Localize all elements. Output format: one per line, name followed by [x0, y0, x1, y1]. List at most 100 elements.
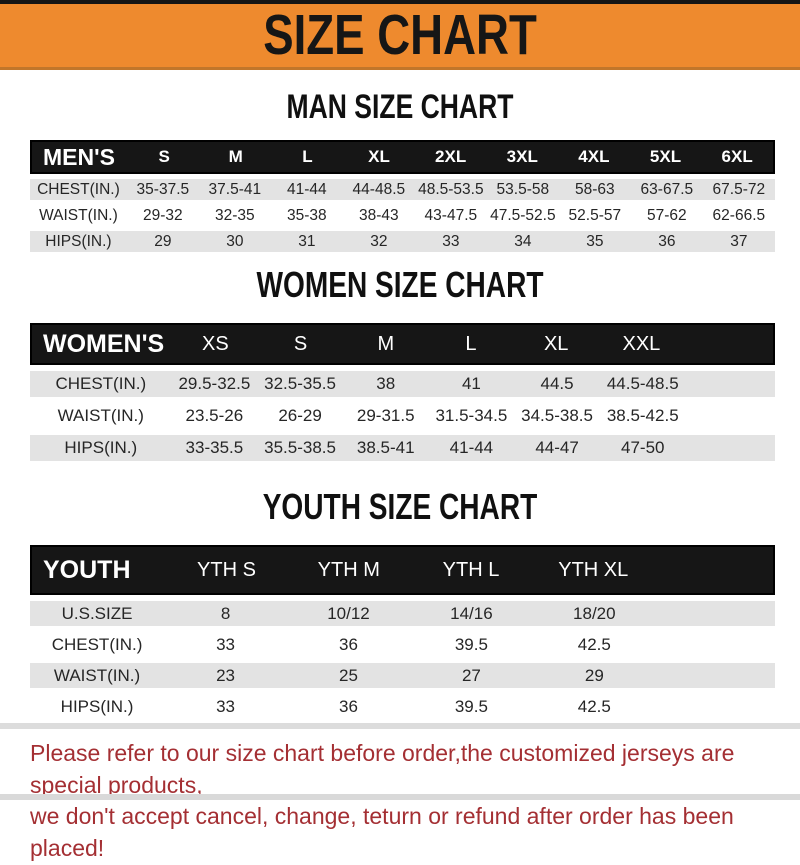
cell-value: 29-32 — [143, 206, 183, 224]
cell-value: 36 — [339, 696, 358, 716]
cell-value: 58-63 — [575, 180, 615, 198]
column-header: S — [293, 332, 308, 355]
cell-value: 25 — [339, 665, 358, 685]
women-section-heading: WOMEN SIZE CHART — [256, 264, 544, 305]
column-header: XL — [543, 332, 569, 355]
table-row: HIPS(IN.) 29 30 31 32 33 34 35 36 37 — [30, 231, 775, 252]
table-row: CHEST(IN.) 33 36 39.5 42.5 — [30, 632, 775, 657]
cell-value: 18/20 — [573, 603, 616, 623]
banner-title: SIZE CHART — [263, 3, 537, 67]
row-label: WAIST(IN.) — [53, 665, 141, 685]
table-row: HIPS(IN.) 33-35.5 35.5-38.5 38.5-41 41-44 44-… — [30, 435, 775, 461]
cell-value: 35.5-38.5 — [264, 438, 336, 457]
column-header: YTH M — [317, 558, 380, 581]
cell-value: 36 — [339, 634, 358, 654]
men-section-heading: MAN SIZE CHART — [286, 88, 514, 126]
table-row: U.S.SIZE 8 10/12 14/16 18/20 — [30, 601, 775, 626]
cell-value: 14/16 — [450, 603, 493, 623]
cell-value: 38.5-41 — [356, 438, 415, 457]
column-header: 6XL — [721, 147, 753, 166]
table-header-label: WOMEN'S — [43, 329, 165, 358]
row-label: CHEST(IN.) — [55, 374, 147, 393]
column-header: M — [228, 147, 243, 166]
table-row: WAIST(IN.) 29-32 32-35 35-38 38-43 43-47.5 47.… — [30, 205, 775, 226]
column-header: 5XL — [649, 147, 682, 166]
cell-value: 33-35.5 — [185, 438, 244, 457]
section-men: MAN SIZE CHART MEN'S S M L XL 2XL 3XL 4XL 5XL 6XL… — [0, 88, 800, 252]
table-row: CHEST(IN.) 29.5-32.5 32.5-35.5 38 41 44.5 44.5… — [30, 371, 775, 397]
row-label: U.S.SIZE — [61, 603, 133, 623]
column-header: YTH S — [197, 558, 256, 581]
section-women: WOMEN SIZE CHART WOMEN'S XS S M L XL XXL CHEST(… — [0, 264, 800, 461]
table-row: CHEST(IN.) 35-37.5 37.5-41 41-44 44-48.5 48.5… — [30, 179, 775, 200]
column-header: XS — [202, 332, 229, 355]
cell-value: 10/12 — [327, 603, 370, 623]
note-line-2: we don't accept cancel, change, teturn o… — [30, 803, 734, 862]
row-label: WAIST(IN.) — [39, 206, 118, 224]
bottom-edge-strip — [0, 794, 800, 800]
cell-value: 42.5 — [577, 696, 611, 716]
cell-value: 39.5 — [454, 634, 488, 654]
cell-value: 38-43 — [359, 206, 399, 224]
table-row: WAIST(IN.) 23.5-26 26-29 29-31.5 31.5-34.5 34… — [30, 403, 775, 429]
cell-value: 43-47.5 — [424, 206, 478, 224]
cell-value: 29 — [154, 232, 172, 250]
column-header: YTH L — [442, 558, 500, 581]
column-header: L — [302, 147, 313, 166]
column-header: 4XL — [578, 147, 610, 166]
cell-value: 44-48.5 — [352, 180, 406, 198]
men-size-table: MEN'S S M L XL 2XL 3XL 4XL 5XL 6XL CHEST(IN.) 35-37… — [30, 140, 775, 252]
cell-value: 29 — [584, 665, 604, 685]
cell-value: 41-44 — [449, 438, 494, 457]
row-label: HIPS(IN.) — [60, 696, 134, 716]
cell-value: 47-50 — [621, 438, 665, 457]
cell-value: 26-29 — [278, 406, 322, 425]
column-header: YTH XL — [558, 558, 629, 581]
cell-value: 62-66.5 — [712, 206, 766, 224]
cell-value: 38 — [376, 374, 396, 393]
table-row: WAIST(IN.) 23 25 27 29 — [30, 663, 775, 688]
row-label: CHEST(IN.) — [37, 180, 120, 198]
column-header: 2XL — [435, 147, 467, 166]
column-header: S — [158, 147, 170, 166]
column-header: XL — [368, 147, 390, 166]
cell-value: 33 — [216, 634, 236, 654]
cell-value: 47.5-52.5 — [490, 206, 556, 224]
cell-value: 41 — [461, 374, 481, 393]
cell-value: 67.5-72 — [712, 180, 766, 198]
cell-value: 29.5-32.5 — [178, 374, 251, 393]
cell-value: 52.5-57 — [568, 206, 622, 224]
cell-value: 57-62 — [647, 206, 687, 224]
row-label: WAIST(IN.) — [57, 406, 144, 425]
cell-value: 35 — [586, 232, 604, 250]
cell-value: 44.5 — [540, 374, 574, 393]
youth-section-heading: YOUTH SIZE CHART — [262, 486, 538, 527]
cell-value: 23.5-26 — [185, 406, 244, 425]
table-header-row: MEN'S S M L XL 2XL 3XL 4XL 5XL 6XL — [30, 140, 775, 174]
cell-value: 53.5-58 — [496, 180, 550, 198]
cell-value: 29-31.5 — [356, 406, 415, 425]
column-header: 3XL — [506, 147, 538, 166]
cell-value: 37.5-41 — [208, 180, 262, 198]
cell-value: 38.5-42.5 — [606, 406, 679, 425]
women-size-table: WOMEN'S XS S M L XL XXL CHEST(IN.) 29.5-32.5 32.5… — [30, 323, 775, 461]
cell-value: 32-35 — [215, 206, 255, 224]
cell-value: 33 — [216, 696, 236, 716]
cell-value: 23 — [216, 665, 236, 685]
note-line-1: Please refer to our size chart before or… — [30, 740, 735, 798]
column-header: M — [377, 332, 395, 355]
cell-value: 36 — [658, 232, 676, 250]
cell-value: 44.5-48.5 — [606, 374, 679, 393]
cell-value: 34 — [514, 232, 532, 250]
youth-size-table: YOUTH YTH S YTH M YTH L YTH XL U.S.SIZE 8 10/12… — [30, 545, 775, 719]
cell-value: 35-37.5 — [136, 180, 190, 198]
cell-value: 39.5 — [454, 696, 488, 716]
table-header-row: YOUTH YTH S YTH M YTH L YTH XL — [30, 545, 775, 595]
cell-value: 41-44 — [287, 180, 327, 198]
cell-value: 63-67.5 — [640, 180, 694, 198]
cell-value: 44-47 — [535, 438, 579, 457]
column-header: XXL — [622, 332, 661, 355]
cell-value: 33 — [442, 232, 460, 250]
table-header-label: MEN'S — [43, 143, 115, 170]
cell-value: 34.5-38.5 — [521, 406, 593, 425]
